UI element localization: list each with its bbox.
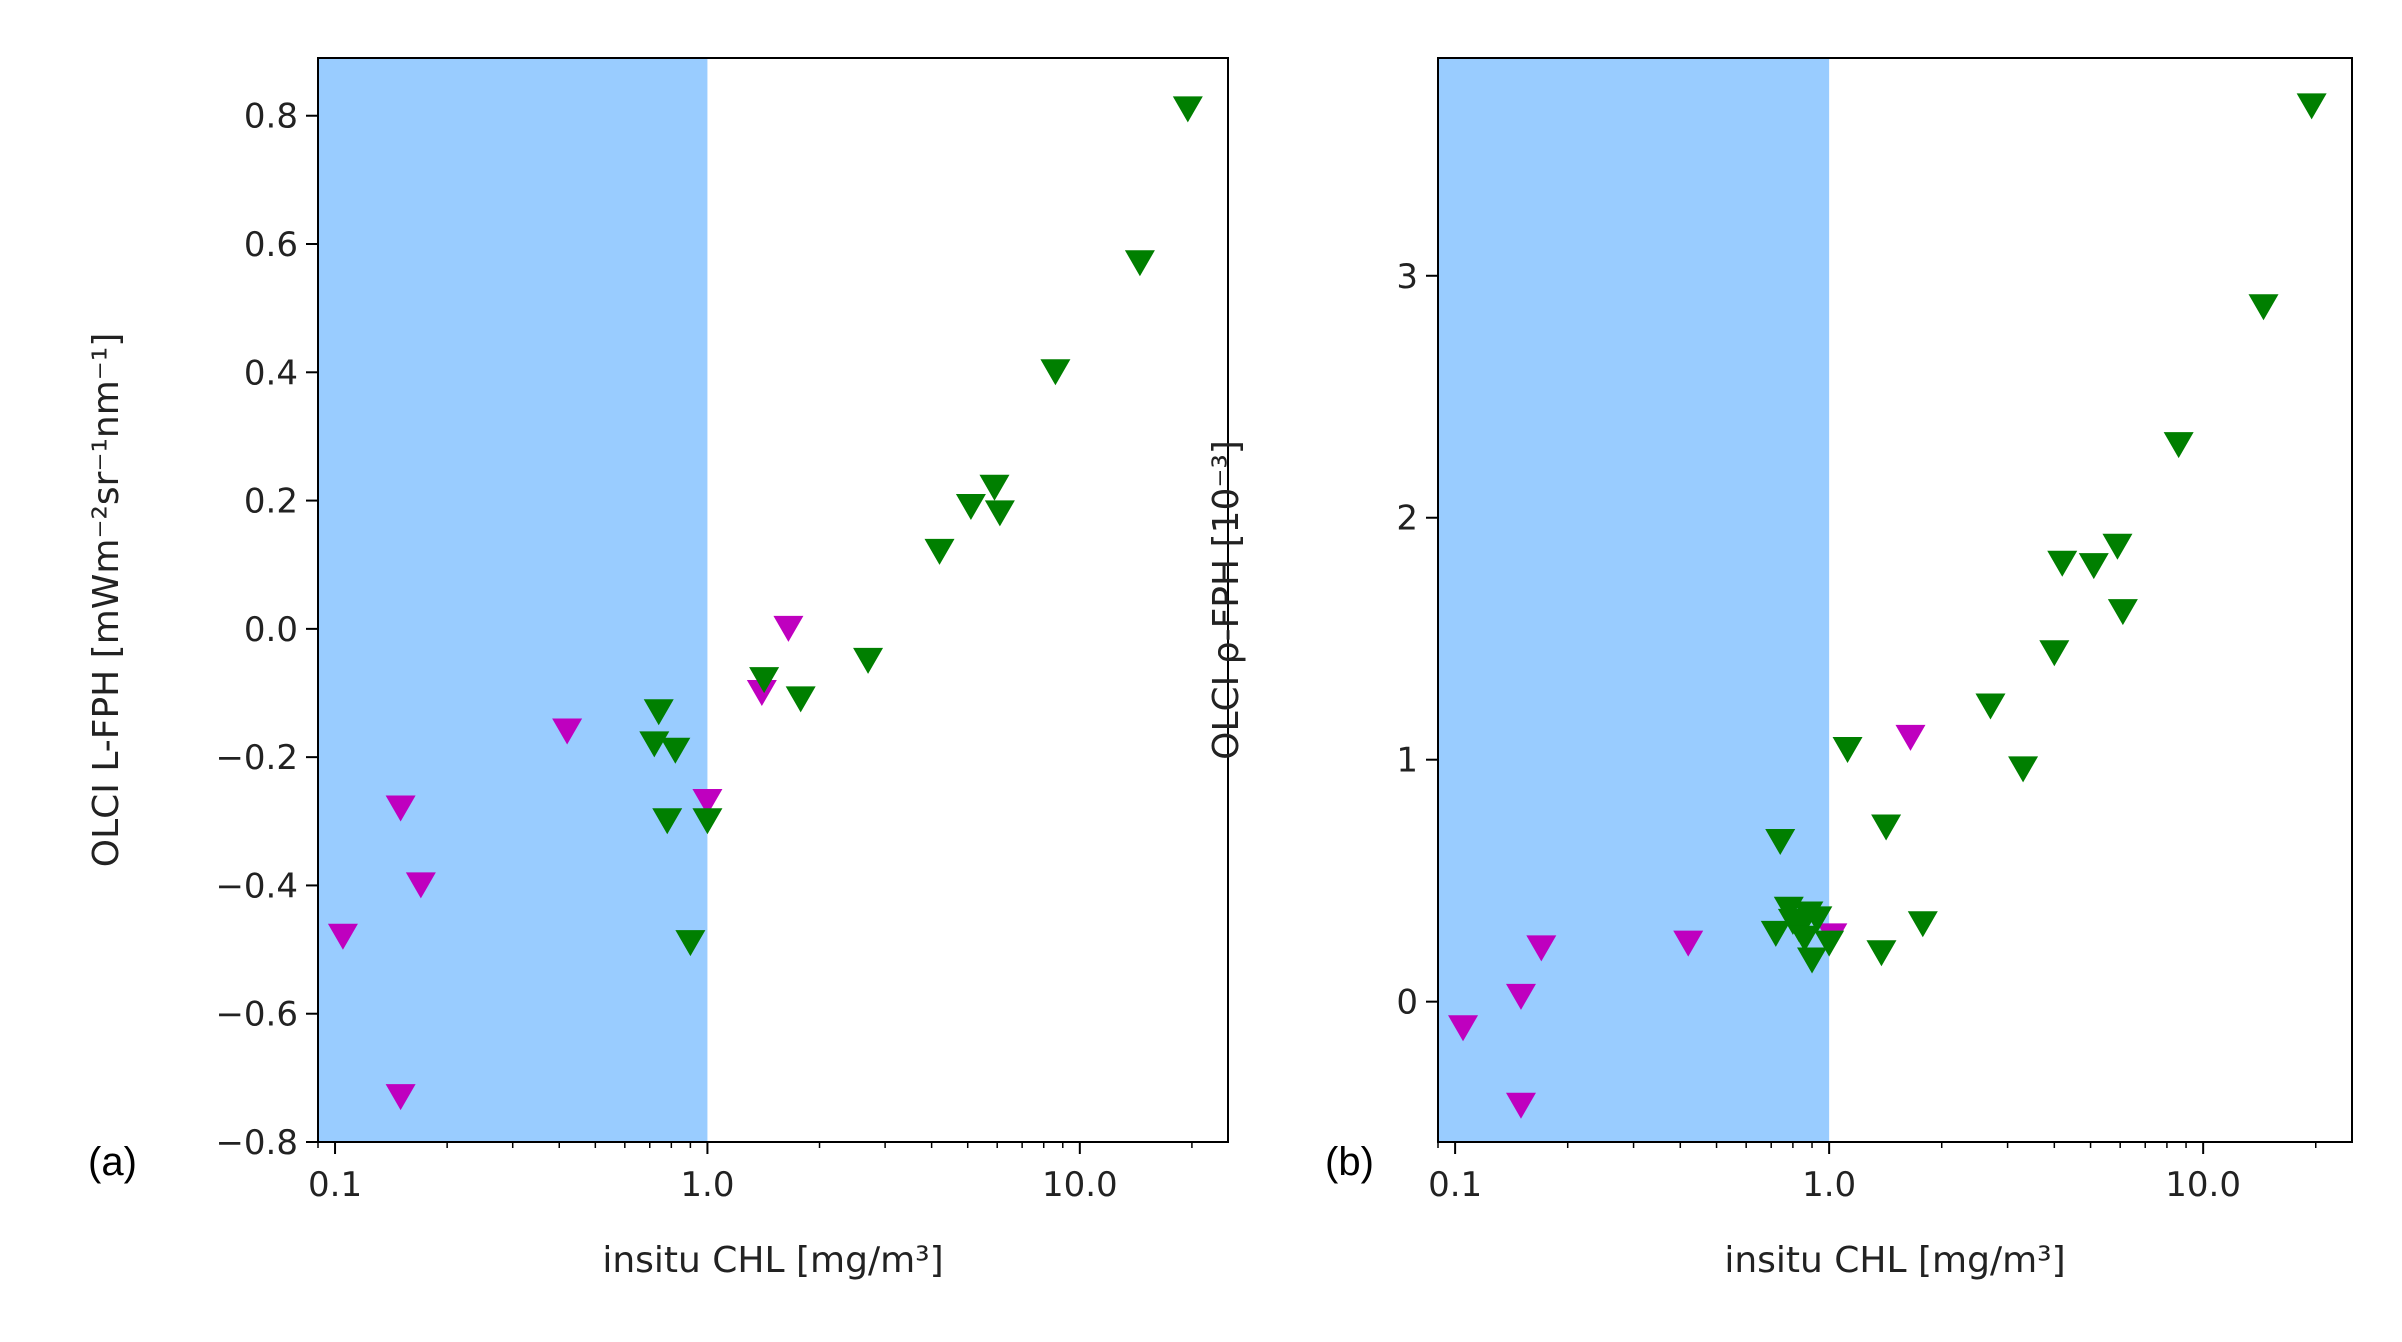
chart-panel-a: 0.1 1.0 10.0 −0.8 −0.6 −0.4 −0.2 0.0 0.2 0.4 0.6 0.… xyxy=(86,57,1229,1281)
y-tick-label: 2 xyxy=(1396,499,1418,539)
data-point-magenta xyxy=(327,923,358,950)
x-tick-label: 0.1 xyxy=(308,1165,362,1205)
y-tick-label: 0.4 xyxy=(244,353,298,393)
data-point-green xyxy=(652,808,683,835)
data-point-green xyxy=(660,737,691,764)
data-point-green xyxy=(1975,693,2006,720)
data-point-green xyxy=(1124,250,1155,277)
data-point-green xyxy=(1907,911,1938,938)
y-tick-label: −0.2 xyxy=(215,738,298,778)
panel-a-label: (a) xyxy=(88,1140,137,1184)
data-point-green xyxy=(1832,737,1863,764)
data-point-green xyxy=(955,493,986,520)
data-point-green xyxy=(924,538,955,565)
data-point-magenta xyxy=(1448,1015,1479,1042)
chart-panel-b: 0.1 1.0 10.0 0 1 2 3 insitu CHL [mg/m³] OLCI ρ-F… xyxy=(1206,57,2353,1281)
data-point-magenta xyxy=(1895,724,1926,751)
data-point-magenta xyxy=(385,795,416,822)
data-point-green xyxy=(2107,599,2138,626)
plot-frame xyxy=(1437,57,2353,1143)
data-point-green xyxy=(1765,828,1796,855)
data-point-magenta xyxy=(773,615,804,642)
y-tick-label: 0 xyxy=(1396,983,1418,1023)
data-point-magenta xyxy=(692,789,723,816)
y-axis-label: OLCI ρ-FPH [10⁻³] xyxy=(1206,440,1247,760)
data-point-magenta xyxy=(552,718,583,745)
data-point-green xyxy=(1172,96,1203,123)
data-point-magenta xyxy=(1526,935,1557,962)
data-point-magenta xyxy=(1505,1092,1536,1119)
data-point-green xyxy=(2163,432,2194,459)
x-tick-label: 1.0 xyxy=(680,1165,734,1205)
x-tick-label: 10.0 xyxy=(1042,1165,1118,1205)
y-tick-label: 0.8 xyxy=(244,97,298,137)
data-point-green xyxy=(2039,640,2070,667)
x-axis-label: insitu CHL [mg/m³] xyxy=(1724,1240,2065,1281)
data-point-green xyxy=(2248,294,2279,321)
data-point-green xyxy=(785,686,816,713)
data-point-green xyxy=(692,808,723,835)
y-tick-label: 0.0 xyxy=(244,610,298,650)
data-point-green xyxy=(675,930,706,957)
data-point-green xyxy=(2078,553,2109,580)
data-point-green xyxy=(1789,925,1820,952)
data-point-green xyxy=(984,500,1015,527)
data-point-green xyxy=(1760,920,1791,947)
data-point-green xyxy=(749,667,780,694)
y-tick-label: −0.8 xyxy=(215,1123,298,1163)
data-point-green xyxy=(1040,359,1071,386)
data-point-magenta xyxy=(1505,983,1536,1010)
y-tick-label: 0.2 xyxy=(244,482,298,522)
data-point-green xyxy=(1871,814,1902,841)
data-point-magenta xyxy=(405,872,436,899)
x-tick-label: 10.0 xyxy=(2165,1165,2241,1205)
shaded-region xyxy=(1438,58,1830,1142)
x-axis-label: insitu CHL [mg/m³] xyxy=(602,1240,943,1281)
data-point-green xyxy=(2008,756,2039,783)
data-point-green xyxy=(2047,550,2078,577)
data-point-green xyxy=(1797,947,1828,974)
data-point-magenta xyxy=(385,1084,416,1111)
y-tick-label: −0.4 xyxy=(215,866,298,906)
data-point-green xyxy=(643,699,674,726)
y-tick-label: 0.6 xyxy=(244,225,298,265)
data-point-green xyxy=(1802,906,1833,933)
x-tick-label: 0.1 xyxy=(1428,1165,1482,1205)
data-point-green xyxy=(1866,940,1897,967)
y-tick-label: −0.6 xyxy=(215,995,298,1035)
data-point-magenta xyxy=(1673,930,1704,957)
data-point-green xyxy=(2296,93,2327,120)
data-point-green xyxy=(853,647,884,674)
data-point-green xyxy=(1814,930,1845,957)
plot-frame xyxy=(317,57,1229,1143)
y-axis-label: OLCI L-FPH [mWm⁻²sr⁻¹nm⁻¹] xyxy=(86,333,127,868)
shaded-region xyxy=(318,58,708,1142)
data-point-magenta xyxy=(746,680,777,707)
panel-b-label: (b) xyxy=(1325,1140,1374,1184)
y-tick-label: 1 xyxy=(1396,741,1418,781)
data-point-green xyxy=(2102,533,2133,560)
data-point-green xyxy=(979,474,1010,501)
y-tick-label: 3 xyxy=(1396,257,1418,297)
x-tick-label: 1.0 xyxy=(1802,1165,1856,1205)
